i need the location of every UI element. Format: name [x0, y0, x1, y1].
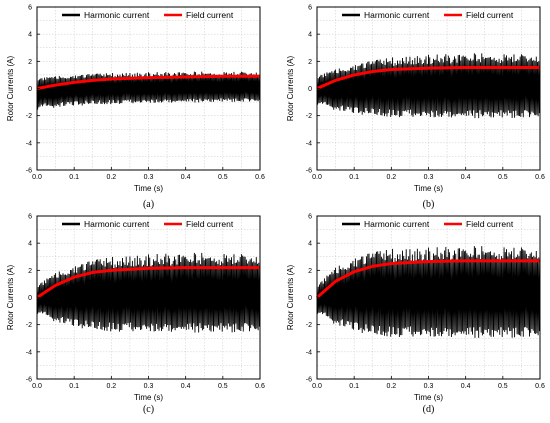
legend-label-harmonic: Harmonic current: [84, 10, 150, 20]
series-field-current: [316, 65, 540, 90]
series-harmonic-current: [316, 53, 541, 119]
y-tick-label: -4: [306, 140, 312, 147]
y-tick-label: -2: [306, 322, 312, 329]
x-axis-label: Time (s): [134, 184, 163, 193]
y-tick-label: 6: [308, 5, 312, 12]
x-tick-label: 0.5: [498, 383, 508, 390]
legend-label-field: Field current: [186, 10, 234, 20]
x-tick-label: 0.5: [498, 174, 508, 181]
y-tick-label: 6: [308, 214, 312, 221]
x-tick-label: 0.2: [106, 174, 116, 181]
x-tick-label: 0.1: [69, 383, 79, 390]
x-tick-label: 0.4: [461, 174, 471, 181]
y-tick-label: 4: [308, 32, 312, 39]
series-harmonic-current: [36, 252, 261, 333]
y-tick-label: -2: [26, 113, 32, 120]
chart-panel-b: 0.0 0.1 0.2 0.3 0.4 0.5 0.6 6 4 2 0 -2 -4 -6 Time (s) R…: [286, 5, 545, 211]
x-tick-label: 0.0: [32, 383, 42, 390]
chart-panel-a: 0.0 0.1 0.2 0.3 0.4 0.5 0.6 6 4 2 0 -2 -4 -6 Time (s) R…: [6, 5, 265, 211]
x-tick-label: 0.5: [218, 383, 228, 390]
y-tick-label: -6: [26, 377, 32, 384]
y-tick-label: 4: [28, 32, 32, 39]
x-axis-label: Time (s): [414, 393, 443, 402]
x-tick-label: 0.2: [386, 383, 396, 390]
chart-panel-c: 0.0 0.1 0.2 0.3 0.4 0.5 0.6 6 4 2 0 -2 -4 -6 Time (s) R…: [6, 214, 265, 416]
y-tick-label: -4: [26, 349, 32, 356]
series-field-current: [36, 266, 260, 299]
y-tick-label: 2: [28, 268, 32, 275]
y-tick-label: 2: [308, 268, 312, 275]
y-tick-label: 0: [28, 86, 32, 93]
y-tick-label: -2: [306, 113, 312, 120]
x-tick-label: 0.3: [424, 383, 434, 390]
x-tick-label: 0.3: [144, 383, 154, 390]
x-tick-label: 0.6: [255, 383, 265, 390]
x-tick-label: 0.2: [106, 383, 116, 390]
x-tick-label: 0.2: [386, 174, 396, 181]
series-harmonic-current: [316, 246, 541, 338]
y-tick-label: -4: [306, 349, 312, 356]
panel-caption: (b): [423, 199, 435, 210]
x-tick-label: 0.0: [312, 383, 322, 390]
y-axis-label: Rotor Currents (A): [6, 55, 15, 121]
x-tick-label: 0.1: [69, 174, 79, 181]
y-tick-label: 4: [308, 241, 312, 248]
y-tick-label: 0: [28, 295, 32, 302]
x-tick-label: 0.6: [535, 174, 545, 181]
x-tick-label: 0.4: [181, 174, 191, 181]
y-tick-label: -6: [26, 168, 32, 175]
y-tick-label: 0: [308, 295, 312, 302]
panel-caption: (c): [143, 404, 154, 415]
y-axis-label: Rotor Currents (A): [6, 264, 15, 330]
panel-caption: (a): [143, 199, 154, 210]
x-axis-label: Time (s): [134, 393, 163, 402]
legend-label-field: Field current: [466, 219, 514, 229]
y-tick-label: 4: [28, 241, 32, 248]
x-tick-label: 0.1: [349, 174, 359, 181]
y-tick-label: 2: [28, 59, 32, 66]
panel-caption: (d): [423, 404, 435, 415]
legend-label-harmonic: Harmonic current: [364, 10, 430, 20]
legend-label-field: Field current: [466, 10, 514, 20]
y-tick-label: -6: [306, 377, 312, 384]
x-axis-label: Time (s): [414, 184, 443, 193]
x-tick-label: 0.6: [255, 174, 265, 181]
chart-panel-d: 0.0 0.1 0.2 0.3 0.4 0.5 0.6 6 4 2 0 -2 -4 -6 Time (s) R…: [286, 214, 545, 416]
series-field-current: [36, 74, 260, 90]
legend-label-field: Field current: [186, 219, 234, 229]
y-tick-label: 6: [28, 5, 32, 12]
x-tick-label: 0.0: [312, 174, 322, 181]
x-tick-label: 0.3: [424, 174, 434, 181]
legend-label-harmonic: Harmonic current: [364, 219, 430, 229]
x-tick-label: 0.6: [535, 383, 545, 390]
x-tick-label: 0.4: [181, 383, 191, 390]
y-tick-label: 0: [308, 86, 312, 93]
y-tick-label: 2: [308, 59, 312, 66]
x-tick-label: 0.5: [218, 174, 228, 181]
y-tick-label: -2: [26, 322, 32, 329]
x-tick-label: 0.4: [461, 383, 471, 390]
series-field-current: [316, 259, 540, 299]
y-axis-label: Rotor Currents (A): [286, 264, 295, 330]
legend-label-harmonic: Harmonic current: [84, 219, 150, 229]
y-tick-label: -4: [26, 140, 32, 147]
x-tick-label: 0.3: [144, 174, 154, 181]
y-tick-label: -6: [306, 168, 312, 175]
y-tick-label: 6: [28, 214, 32, 221]
x-tick-label: 0.1: [349, 383, 359, 390]
x-tick-label: 0.0: [32, 174, 42, 181]
y-axis-label: Rotor Currents (A): [286, 55, 295, 121]
